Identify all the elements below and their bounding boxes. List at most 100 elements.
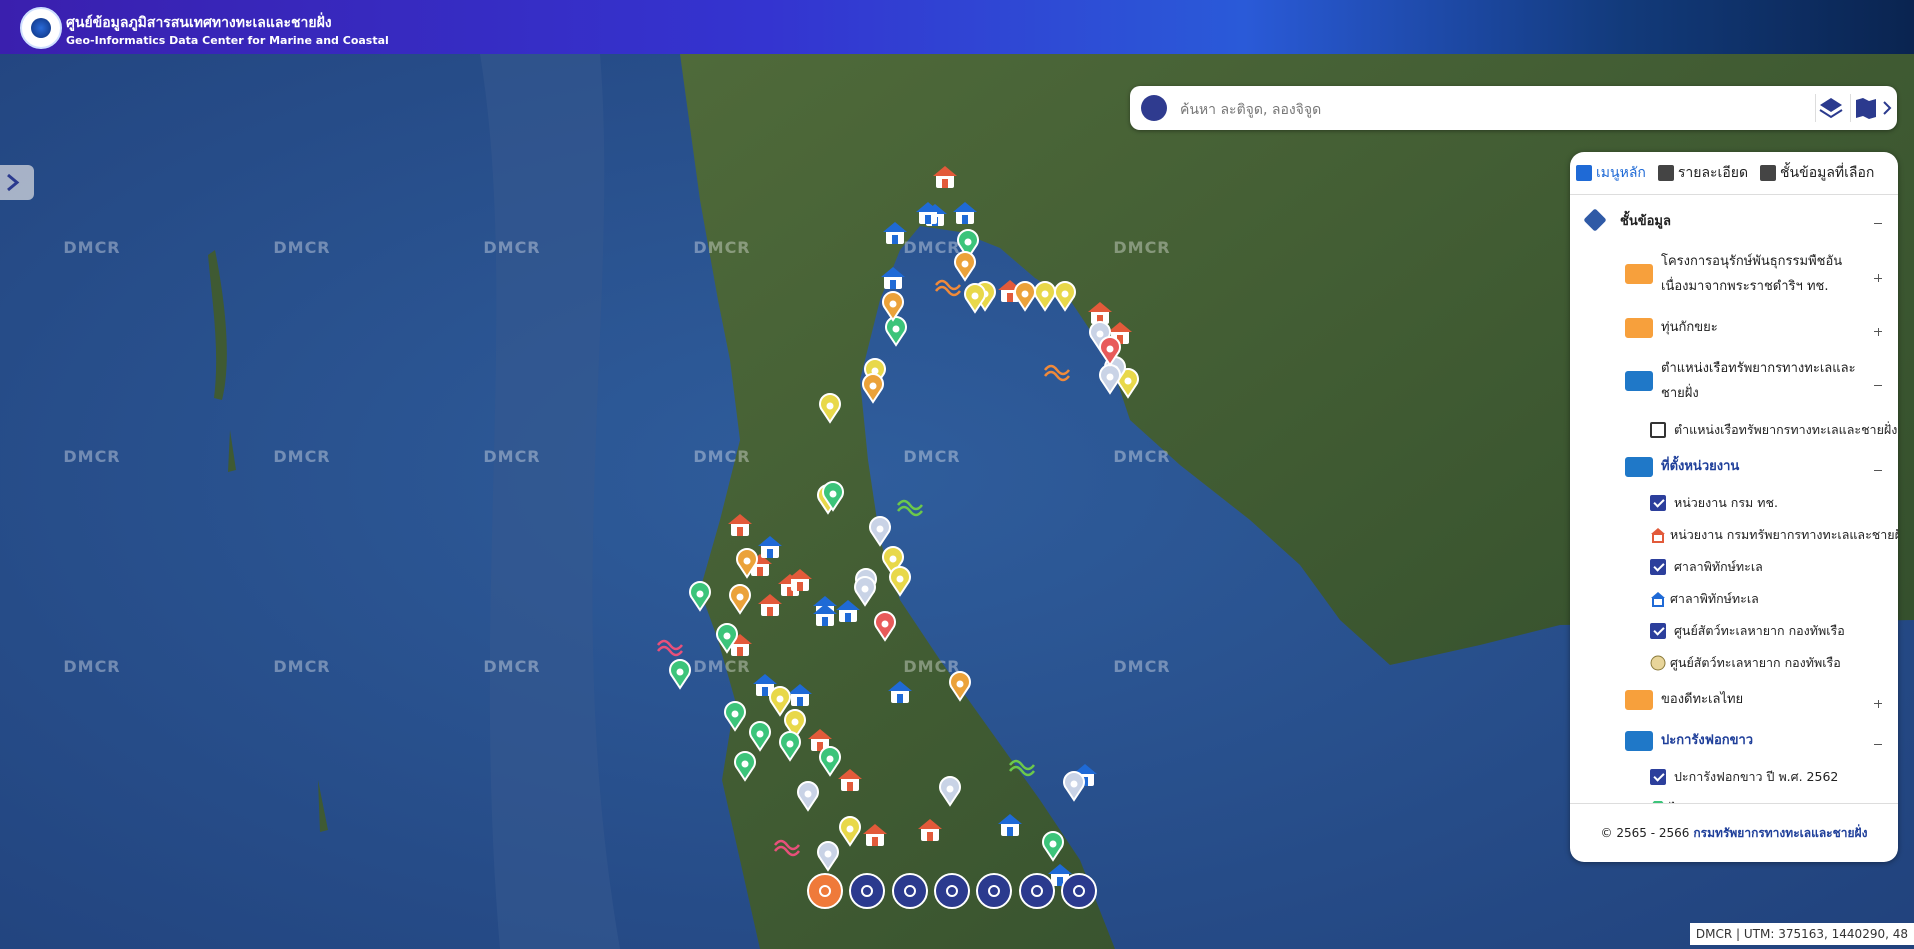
basemap-button[interactable] xyxy=(1850,94,1881,122)
marker[interactable] xyxy=(822,481,844,512)
marker-wave[interactable] xyxy=(1009,759,1035,777)
marker[interactable] xyxy=(813,604,837,626)
layer-group[interactable]: โครงการอนุรักษ์พันธุกรรมพืชอันเนื่องมาจา… xyxy=(1570,241,1898,307)
tab[interactable]: รายละเอียด xyxy=(1657,162,1748,184)
marker[interactable] xyxy=(729,584,751,615)
group-toggle[interactable] xyxy=(1874,381,1882,389)
tool-button[interactable] xyxy=(1018,873,1055,909)
marker[interactable] xyxy=(953,202,977,224)
marker[interactable] xyxy=(836,600,860,622)
tool-button[interactable] xyxy=(807,873,843,909)
expand-button[interactable] xyxy=(1882,94,1896,122)
marker[interactable] xyxy=(874,611,896,642)
marker[interactable] xyxy=(788,569,812,591)
layer-group[interactable]: ตำแหน่งเรือทรัพยากรทางทะเลและชายฝั่ง xyxy=(1570,348,1898,414)
layer-checkbox[interactable]: ศูนย์สัตว์ทะเลหายาก กองทัพเรือ xyxy=(1570,615,1898,647)
marker[interactable] xyxy=(716,623,738,654)
marker[interactable] xyxy=(862,373,884,404)
marker[interactable] xyxy=(784,709,806,740)
marker[interactable] xyxy=(838,769,862,791)
checkbox[interactable] xyxy=(1650,495,1666,511)
layers-button[interactable] xyxy=(1815,94,1846,122)
group-toggle[interactable] xyxy=(1874,699,1882,708)
marker-wave[interactable] xyxy=(935,279,961,297)
layer-group[interactable]: ของดีทะเลไทย xyxy=(1570,679,1898,720)
marker[interactable] xyxy=(882,291,904,322)
marker[interactable] xyxy=(916,202,940,224)
marker[interactable] xyxy=(939,776,961,807)
search-icon[interactable] xyxy=(1141,95,1167,121)
marker[interactable] xyxy=(954,251,976,282)
marker[interactable] xyxy=(736,548,758,579)
marker[interactable] xyxy=(788,684,812,706)
marker[interactable] xyxy=(949,671,971,702)
tab[interactable]: เมนูหลัก xyxy=(1576,162,1646,184)
group-toggle[interactable] xyxy=(1874,327,1882,336)
marker[interactable] xyxy=(882,546,904,577)
marker-wave[interactable] xyxy=(1044,364,1070,382)
marker-wave[interactable] xyxy=(897,499,923,517)
org-link[interactable]: กรมทรัพยากรทางทะเลและชายฝั่ง xyxy=(1693,825,1868,840)
marker[interactable] xyxy=(933,166,957,188)
group-toggle[interactable] xyxy=(1874,741,1882,749)
tool-button[interactable] xyxy=(1060,873,1097,909)
layer-group[interactable]: ปะการังฟอกขาว xyxy=(1570,720,1898,761)
marker[interactable] xyxy=(1088,302,1112,324)
layer-group[interactable]: ทุ่นกักขยะ xyxy=(1570,307,1898,348)
marker[interactable] xyxy=(758,536,782,558)
marker[interactable] xyxy=(854,576,876,607)
marker[interactable] xyxy=(1042,831,1064,862)
marker[interactable] xyxy=(779,731,801,762)
tool-button[interactable] xyxy=(933,873,970,909)
checkbox[interactable] xyxy=(1650,559,1666,575)
marker[interactable] xyxy=(1063,771,1085,802)
tool-button[interactable] xyxy=(849,873,886,909)
marker[interactable] xyxy=(1014,281,1036,312)
marker[interactable] xyxy=(817,841,839,872)
marker[interactable] xyxy=(753,674,777,696)
marker[interactable] xyxy=(749,721,771,752)
logo[interactable] xyxy=(20,7,62,49)
layer-checkbox[interactable]: ตำแหน่งเรือทรัพยากรทางทะเลและชายฝั่ง xyxy=(1570,414,1898,446)
marker[interactable] xyxy=(728,514,752,536)
marker[interactable] xyxy=(863,824,887,846)
group-toggle[interactable] xyxy=(1874,467,1882,475)
layer-checkbox[interactable]: ปะการังฟอกขาว ปี พ.ศ. 2562 xyxy=(1570,761,1898,793)
search-input[interactable]: ค้นหา ละติจูด, ลองจิจูด xyxy=(1180,102,1322,118)
marker[interactable] xyxy=(998,814,1022,836)
marker[interactable] xyxy=(883,222,907,244)
layer-checkbox[interactable]: หน่วยงาน กรม ทช. xyxy=(1570,487,1898,519)
marker[interactable] xyxy=(734,751,756,782)
layer-group[interactable]: ที่ตั้งหน่วยงาน xyxy=(1570,446,1898,487)
checkbox[interactable] xyxy=(1650,422,1666,438)
marker[interactable] xyxy=(689,581,711,612)
tool-button[interactable] xyxy=(891,873,928,909)
marker[interactable] xyxy=(758,594,782,616)
marker[interactable] xyxy=(669,659,691,690)
marker[interactable] xyxy=(964,283,986,314)
layer-checkbox[interactable]: ศาลาพิทักษ์ทะเล xyxy=(1570,551,1898,583)
sidebar-toggle[interactable] xyxy=(0,165,34,200)
marker-wave[interactable] xyxy=(657,639,683,657)
marker[interactable] xyxy=(1099,336,1121,367)
marker[interactable] xyxy=(881,267,905,289)
marker[interactable] xyxy=(819,746,841,777)
marker[interactable] xyxy=(769,686,791,717)
checkbox[interactable] xyxy=(1650,769,1666,785)
marker[interactable] xyxy=(889,566,911,597)
marker[interactable] xyxy=(869,516,891,547)
marker[interactable] xyxy=(1054,281,1076,312)
marker[interactable] xyxy=(819,393,841,424)
marker[interactable] xyxy=(888,681,912,703)
tool-button[interactable] xyxy=(976,873,1013,909)
marker[interactable] xyxy=(797,781,819,812)
marker[interactable] xyxy=(957,229,979,260)
marker[interactable] xyxy=(918,819,942,841)
tab[interactable]: ชั้นข้อมูลที่เลือก xyxy=(1760,162,1874,184)
group-toggle[interactable] xyxy=(1874,274,1882,282)
marker[interactable] xyxy=(839,816,861,847)
marker[interactable] xyxy=(864,358,886,389)
marker-wave[interactable] xyxy=(774,839,800,857)
marker[interactable] xyxy=(1089,321,1111,352)
marker[interactable] xyxy=(724,701,746,732)
